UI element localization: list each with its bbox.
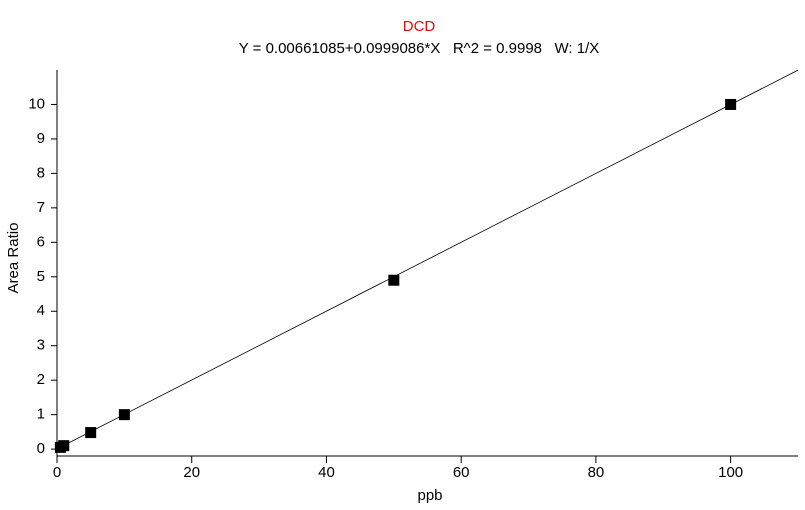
chart-title: DCD [403,18,436,35]
y-tick-label: 3 [37,337,45,354]
y-axis-label: Area Ratio [5,223,22,294]
y-tick-label: 8 [37,164,45,181]
x-tick-label: 0 [53,464,61,481]
chart-subtitle: Y = 0.00661085+0.0999086*X R^2 = 0.9998 … [239,40,600,57]
y-tick-label: 5 [37,268,45,285]
point [118,409,130,421]
y-tick-label: 9 [37,130,45,147]
x-tick-label: 80 [588,464,605,481]
x-axis-label: ppb [417,487,442,504]
point [725,98,737,110]
y-tick-label: 10 [28,95,45,112]
y-tick-label: 4 [37,302,45,319]
y-tick-label: 6 [37,233,45,250]
x-tick-label: 60 [453,464,470,481]
x-tick-label: 100 [718,464,743,481]
point [58,440,70,452]
point [85,427,97,439]
y-tick-label: 1 [37,406,45,423]
x-tick-label: 20 [183,464,200,481]
y-tick-label: 0 [37,440,45,457]
x-tick-label: 40 [318,464,335,481]
y-tick-label: 2 [37,371,45,388]
fit-line [56,69,799,450]
point [388,274,400,286]
y-tick-label: 7 [37,199,45,216]
